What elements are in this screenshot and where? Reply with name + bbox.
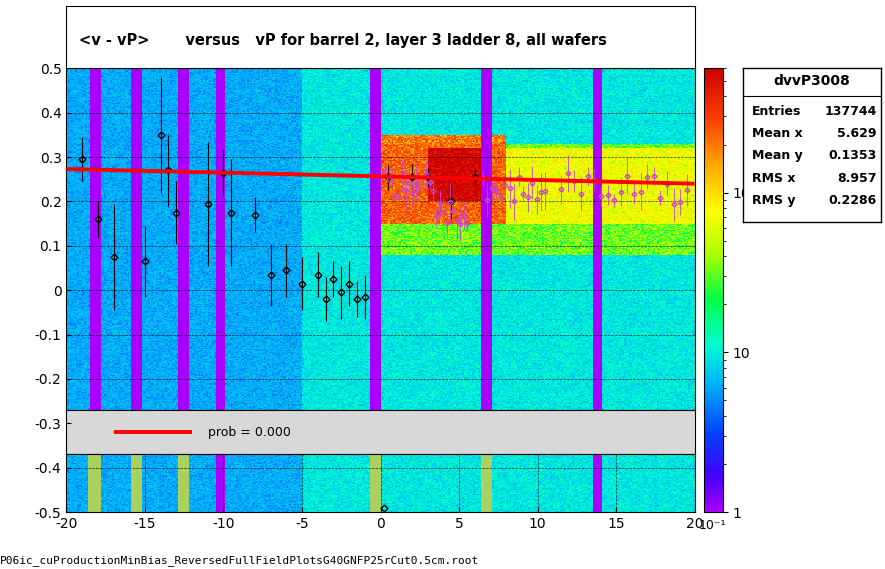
Text: 8.957: 8.957 bbox=[837, 172, 876, 184]
Text: RMS y: RMS y bbox=[751, 194, 795, 207]
Text: RMS x: RMS x bbox=[751, 172, 795, 184]
Text: Mean y: Mean y bbox=[751, 149, 803, 162]
Text: dvvP3008: dvvP3008 bbox=[773, 73, 850, 88]
Text: 0.1353: 0.1353 bbox=[828, 149, 876, 162]
Text: 0.2286: 0.2286 bbox=[828, 194, 876, 207]
Text: prob = 0.000: prob = 0.000 bbox=[208, 426, 290, 439]
Text: P06ic_cuProductionMinBias_ReversedFullFieldPlotsG40GNFP25rCut0.5cm.root: P06ic_cuProductionMinBias_ReversedFullFi… bbox=[0, 555, 480, 566]
Text: <v - vP>       versus   vP for barrel 2, layer 3 ladder 8, all wafers: <v - vP> versus vP for barrel 2, layer 3… bbox=[79, 32, 607, 48]
Text: 137744: 137744 bbox=[824, 105, 876, 118]
Text: 10⁻¹: 10⁻¹ bbox=[699, 519, 727, 532]
Text: Entries: Entries bbox=[751, 105, 801, 118]
Text: Mean x: Mean x bbox=[751, 127, 803, 140]
Text: 5.629: 5.629 bbox=[837, 127, 876, 140]
